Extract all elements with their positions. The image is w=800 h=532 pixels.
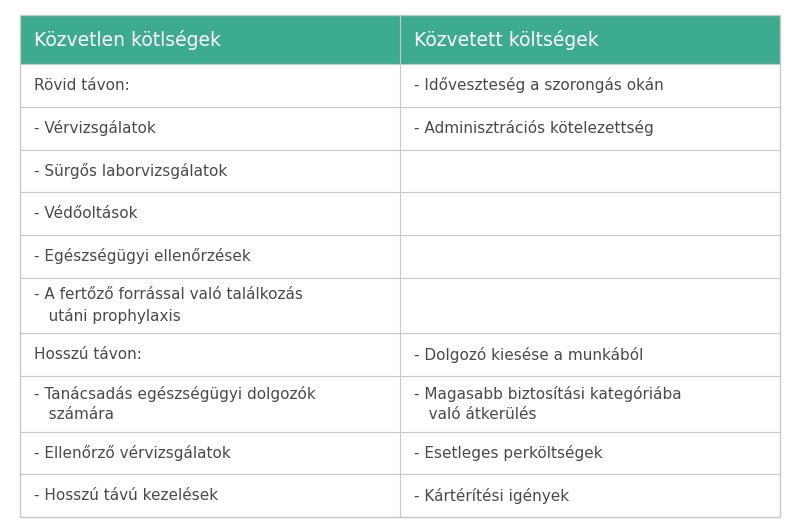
FancyBboxPatch shape xyxy=(20,149,400,192)
FancyBboxPatch shape xyxy=(20,107,400,149)
Text: - Vérvizsgálatok: - Vérvizsgálatok xyxy=(34,120,156,136)
FancyBboxPatch shape xyxy=(400,431,780,474)
Text: - Esetleges perköltségek: - Esetleges perköltségek xyxy=(414,445,602,461)
Text: - Dolgozó kiesése a munkából: - Dolgozó kiesése a munkából xyxy=(414,347,643,363)
FancyBboxPatch shape xyxy=(400,278,780,333)
FancyBboxPatch shape xyxy=(20,15,400,64)
Text: Közvetlen kötlségek: Közvetlen kötlségek xyxy=(34,30,221,49)
FancyBboxPatch shape xyxy=(20,474,400,517)
FancyBboxPatch shape xyxy=(20,278,400,333)
Text: Rövid távon:: Rövid távon: xyxy=(34,78,130,93)
Text: - Időveszteség a szorongás okán: - Időveszteség a szorongás okán xyxy=(414,78,664,94)
Text: Hosszú távon:: Hosszú távon: xyxy=(34,347,142,362)
FancyBboxPatch shape xyxy=(400,333,780,376)
Text: - Magasabb biztosítási kategóriába
   való átkerülés: - Magasabb biztosítási kategóriába való … xyxy=(414,386,682,422)
FancyBboxPatch shape xyxy=(400,64,780,107)
FancyBboxPatch shape xyxy=(20,376,400,431)
Text: - Kártérítési igények: - Kártérítési igények xyxy=(414,488,569,504)
FancyBboxPatch shape xyxy=(400,15,780,64)
FancyBboxPatch shape xyxy=(20,333,400,376)
Text: - Sürgős laborvizsgálatok: - Sürgős laborvizsgálatok xyxy=(34,163,227,179)
FancyBboxPatch shape xyxy=(20,235,400,278)
FancyBboxPatch shape xyxy=(400,192,780,235)
FancyBboxPatch shape xyxy=(400,107,780,149)
Text: - Ellenőrző vérvizsgálatok: - Ellenőrző vérvizsgálatok xyxy=(34,445,230,461)
Text: - Védőoltások: - Védőoltások xyxy=(34,206,138,221)
FancyBboxPatch shape xyxy=(20,431,400,474)
Text: - Tanácsadás egészségügyi dolgozók
   számára: - Tanácsadás egészségügyi dolgozók számá… xyxy=(34,386,316,422)
FancyBboxPatch shape xyxy=(400,235,780,278)
FancyBboxPatch shape xyxy=(20,64,400,107)
Text: Közvetett költségek: Közvetett költségek xyxy=(414,30,598,49)
FancyBboxPatch shape xyxy=(400,474,780,517)
Text: - A fertőző forrással való találkozás
   utáni prophylaxis: - A fertőző forrással való találkozás ut… xyxy=(34,287,303,324)
Text: - Egészségügyi ellenőrzések: - Egészségügyi ellenőrzések xyxy=(34,248,250,264)
FancyBboxPatch shape xyxy=(400,149,780,192)
Text: - Hosszú távú kezelések: - Hosszú távú kezelések xyxy=(34,488,218,503)
FancyBboxPatch shape xyxy=(400,376,780,431)
Text: - Adminisztrációs kötelezettség: - Adminisztrációs kötelezettség xyxy=(414,120,654,136)
FancyBboxPatch shape xyxy=(20,192,400,235)
